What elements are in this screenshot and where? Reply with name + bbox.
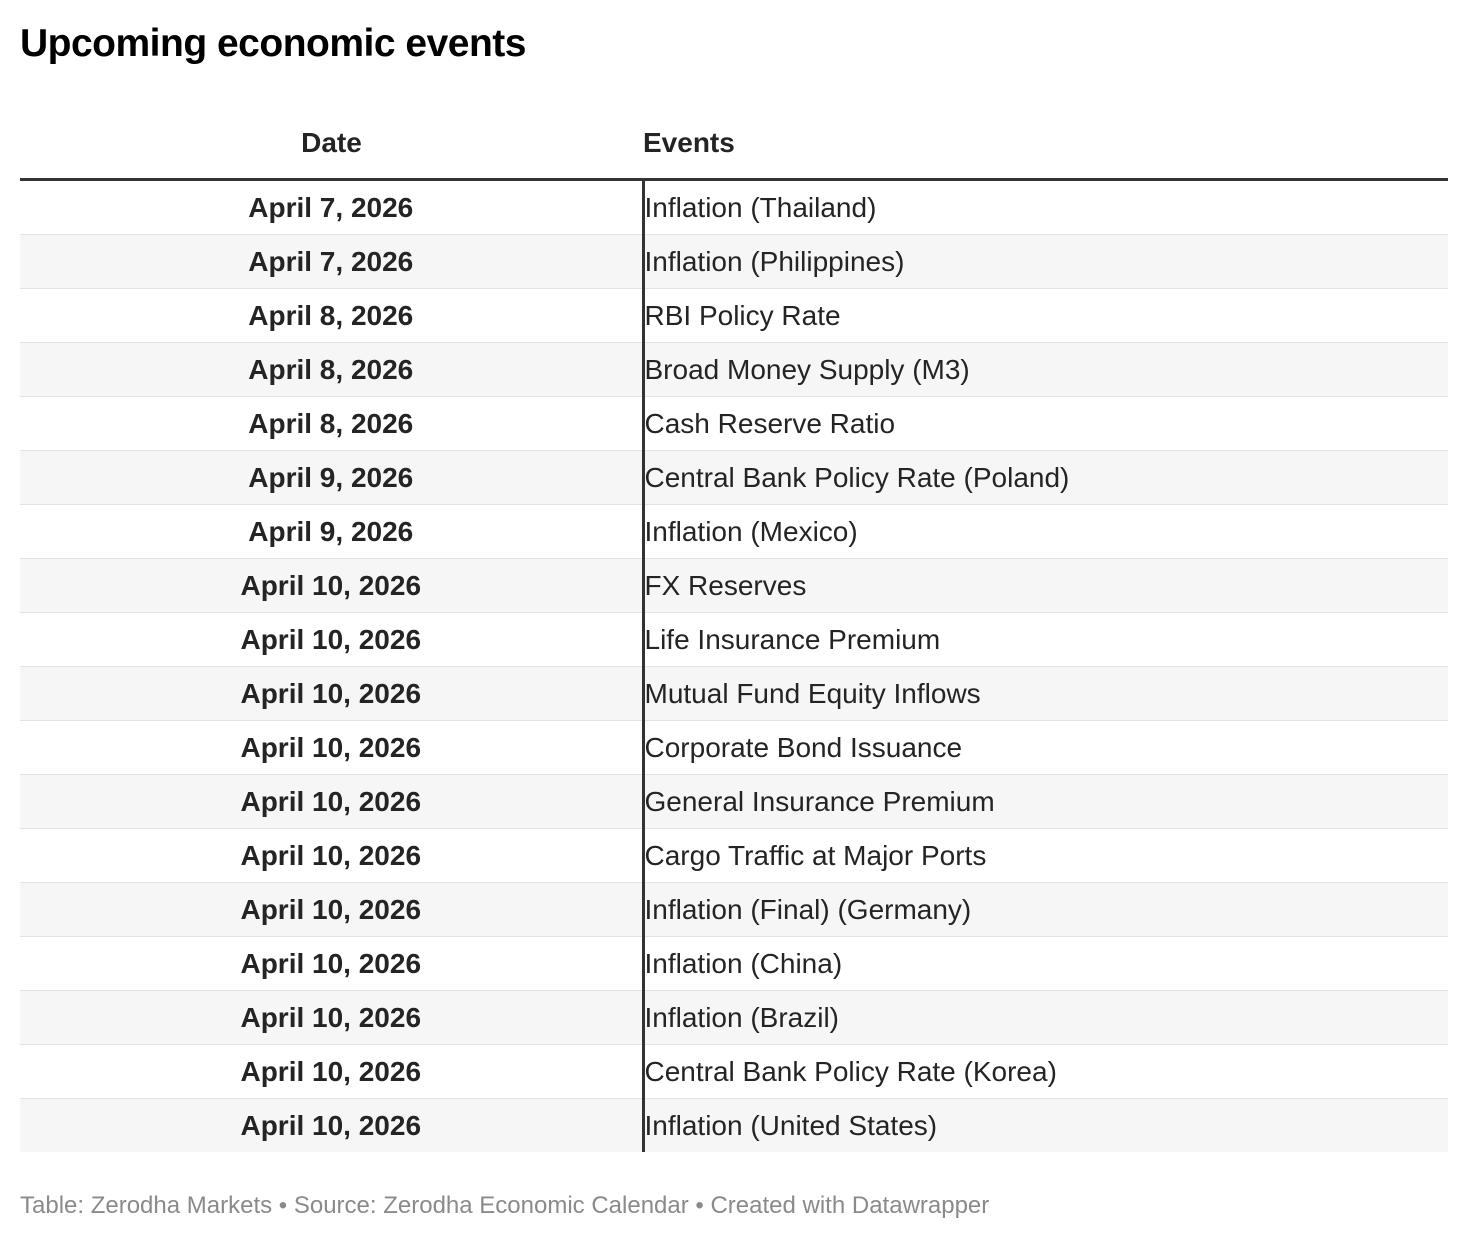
event-cell: Broad Money Supply (M3)	[641, 342, 1448, 397]
attribution-footer: Table: Zerodha Markets • Source: Zerodha…	[20, 1192, 990, 1219]
table-row: April 10, 2026 Inflation (Final) (Germany…	[20, 882, 1448, 937]
date-cell: April 8, 2026	[20, 342, 643, 397]
date-cell: April 10, 2026	[20, 1044, 643, 1099]
table-row: April 9, 2026 Inflation (Mexico)	[20, 504, 1448, 559]
date-cell: April 9, 2026	[20, 450, 643, 505]
event-cell: Life Insurance Premium	[641, 612, 1448, 667]
table-row: April 10, 2026 Mutual Fund Equity Inflows	[20, 666, 1448, 721]
event-cell: Central Bank Policy Rate (Poland)	[641, 450, 1448, 505]
event-cell: General Insurance Premium	[641, 774, 1448, 829]
table-row: April 10, 2026 General Insurance Premium	[20, 774, 1448, 829]
table-row: April 10, 2026 FX Reserves	[20, 558, 1448, 613]
event-cell: Inflation (Philippines)	[641, 234, 1448, 289]
table-row: April 8, 2026 RBI Policy Rate	[20, 288, 1448, 343]
column-header-events: Events	[643, 65, 1448, 181]
column-header-date: Date	[20, 65, 643, 181]
date-cell: April 10, 2026	[20, 666, 643, 721]
event-cell: RBI Policy Rate	[641, 288, 1448, 343]
table-row: April 10, 2026 Life Insurance Premium	[20, 612, 1448, 667]
table-header: Date Events	[20, 65, 1448, 181]
event-cell: Central Bank Policy Rate (Korea)	[641, 1044, 1448, 1099]
date-cell: April 10, 2026	[20, 720, 643, 775]
event-cell: Cash Reserve Ratio	[641, 396, 1448, 451]
table-row: April 7, 2026 Inflation (Philippines)	[20, 234, 1448, 289]
date-cell: April 10, 2026	[20, 774, 643, 829]
date-cell: April 10, 2026	[20, 882, 643, 937]
table-row: April 10, 2026 Inflation (Brazil)	[20, 990, 1448, 1045]
event-cell: Inflation (China)	[641, 936, 1448, 991]
table-row: April 10, 2026 Corporate Bond Issuance	[20, 720, 1448, 775]
event-cell: Cargo Traffic at Major Ports	[641, 828, 1448, 883]
date-cell: April 10, 2026	[20, 828, 643, 883]
date-cell: April 8, 2026	[20, 396, 643, 451]
table-row: April 10, 2026 Central Bank Policy Rate (…	[20, 1044, 1448, 1099]
date-cell: April 10, 2026	[20, 612, 643, 667]
event-cell: Inflation (Thailand)	[641, 179, 1448, 235]
event-cell: FX Reserves	[641, 558, 1448, 613]
table-row: April 10, 2026 Inflation (United States)	[20, 1098, 1448, 1152]
header-row: Date Events	[20, 65, 1448, 181]
datawrapper-table-page: Upcoming economic events Date Events Apr…	[0, 22, 1468, 1238]
table-row: April 8, 2026 Broad Money Supply (M3)	[20, 342, 1448, 397]
table-row: April 7, 2026 Inflation (Thailand)	[20, 179, 1448, 235]
table-body: April 7, 2026 Inflation (Thailand) April 7…	[20, 179, 1448, 1152]
event-cell: Inflation (Mexico)	[641, 504, 1448, 559]
page-title: Upcoming economic events	[20, 22, 526, 65]
event-cell: Inflation (United States)	[641, 1098, 1448, 1152]
event-cell: Inflation (Final) (Germany)	[641, 882, 1448, 937]
economic-events-table: Date Events April 7, 2026 Inflation (Thai…	[20, 65, 1448, 1152]
table-row: April 8, 2026 Cash Reserve Ratio	[20, 396, 1448, 451]
table-row: April 10, 2026 Inflation (China)	[20, 936, 1448, 991]
date-cell: April 7, 2026	[248, 191, 414, 223]
date-cell: April 10, 2026	[20, 936, 643, 991]
table-row: April 9, 2026 Central Bank Policy Rate (P…	[20, 450, 1448, 505]
date-cell: April 7, 2026	[20, 234, 643, 289]
event-cell: Inflation (Brazil)	[641, 990, 1448, 1045]
date-cell: April 10, 2026	[20, 990, 643, 1045]
event-cell: Corporate Bond Issuance	[641, 720, 1448, 775]
date-cell: April 10, 2026	[20, 1098, 643, 1152]
event-cell: Mutual Fund Equity Inflows	[641, 666, 1448, 721]
date-cell: April 10, 2026	[20, 558, 643, 613]
date-cell: April 9, 2026	[20, 504, 643, 559]
table-row: April 10, 2026 Cargo Traffic at Major Por…	[20, 828, 1448, 883]
date-cell: April 8, 2026	[20, 288, 643, 343]
